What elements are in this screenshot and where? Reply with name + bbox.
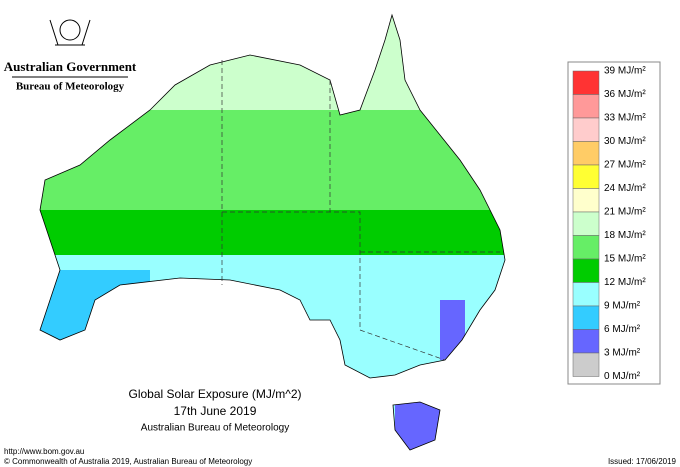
footer-url: http://www.bom.gov.au (4, 447, 84, 456)
header-subtitle: Bureau of Meteorology (16, 81, 125, 93)
footer-copyright: © Commonwealth of Australia 2019, Austra… (4, 457, 252, 466)
legend-label: 3 MJ/m² (604, 348, 641, 359)
legend-swatch (572, 282, 600, 307)
legend-swatch (572, 70, 600, 95)
legend-label: 39 MJ/m² (604, 66, 646, 77)
legend-label: 36 MJ/m² (604, 89, 646, 100)
legend-label: 12 MJ/m² (604, 277, 646, 288)
map-title: Global Solar Exposure (MJ/m^2) (128, 387, 301, 401)
legend-items: 39 MJ/m² 36 MJ/m² 33 MJ/m² 30 MJ/m² 27 MJ/m²… (572, 66, 646, 382)
footer-issued: Issued: 17/06/2019 (608, 457, 677, 466)
legend-label: 30 MJ/m² (604, 136, 646, 147)
band (40, 15, 505, 110)
map-date: 17th June 2019 (174, 404, 257, 418)
legend-label: 9 MJ/m² (604, 301, 641, 312)
legend-swatch (572, 352, 600, 377)
map-source: Australian Bureau of Meteorology (141, 423, 289, 434)
legend-label: 15 MJ/m² (604, 254, 646, 265)
legend-swatch (572, 188, 600, 213)
coastline (39, 13, 506, 451)
legend-label: 0 MJ/m² (604, 371, 641, 382)
band (40, 110, 505, 210)
state-borders (221, 60, 500, 361)
legend-swatch (572, 164, 600, 189)
legend-label: 27 MJ/m² (604, 160, 646, 171)
header-title: Australian Government (4, 59, 137, 74)
legend-swatch (572, 329, 600, 354)
legend-label: 6 MJ/m² (604, 324, 641, 335)
legend-swatch (572, 305, 600, 330)
legend-label: 33 MJ/m² (604, 113, 646, 124)
legend-swatch (572, 94, 600, 119)
legend-swatch (572, 211, 600, 236)
legend-label: 24 MJ/m² (604, 183, 646, 194)
legend-label: 21 MJ/m² (604, 207, 646, 218)
legend-swatch (572, 235, 600, 260)
legend-swatch (572, 141, 600, 166)
legend-swatch (572, 258, 600, 283)
legend-swatch (572, 117, 600, 142)
emblem (49, 19, 91, 46)
legend-label: 18 MJ/m² (604, 230, 646, 241)
